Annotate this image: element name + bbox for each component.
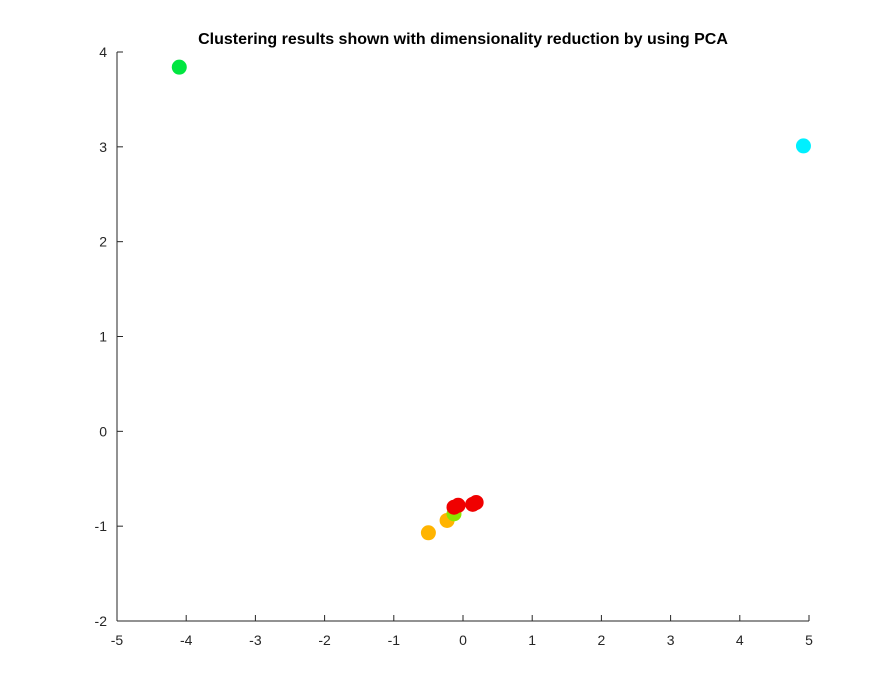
- x-tick-label: 0: [459, 632, 467, 648]
- data-point: [468, 494, 484, 510]
- x-tick-label: -2: [318, 632, 331, 648]
- y-tick-label: -1: [95, 518, 108, 534]
- data-point: [171, 59, 187, 75]
- data-point: [420, 525, 436, 541]
- x-tick-label: 1: [528, 632, 536, 648]
- x-tick-label: 5: [805, 632, 813, 648]
- data-point: [795, 138, 811, 154]
- y-tick-label: 2: [99, 234, 107, 250]
- x-tick-label: -1: [388, 632, 401, 648]
- x-tick-label: 3: [667, 632, 675, 648]
- y-tick-label: 4: [99, 44, 107, 60]
- data-point: [450, 497, 466, 513]
- y-tick-label: 3: [99, 139, 107, 155]
- y-tick-label: 1: [99, 329, 107, 345]
- x-tick-label: -5: [111, 632, 124, 648]
- y-tick-label: -2: [95, 613, 108, 629]
- x-tick-label: -4: [180, 632, 193, 648]
- x-tick-label: 2: [598, 632, 606, 648]
- chart-title: Clustering results shown with dimensiona…: [198, 31, 728, 48]
- data-points: [171, 59, 811, 541]
- y-tick-label: 0: [99, 423, 107, 439]
- x-tick-label: -3: [249, 632, 262, 648]
- x-tick-label: 4: [736, 632, 744, 648]
- axes: -5 -4 -3 -2 -1 0 1 2 3 4 5 -2 -1 0 1 2 3 4: [95, 44, 814, 648]
